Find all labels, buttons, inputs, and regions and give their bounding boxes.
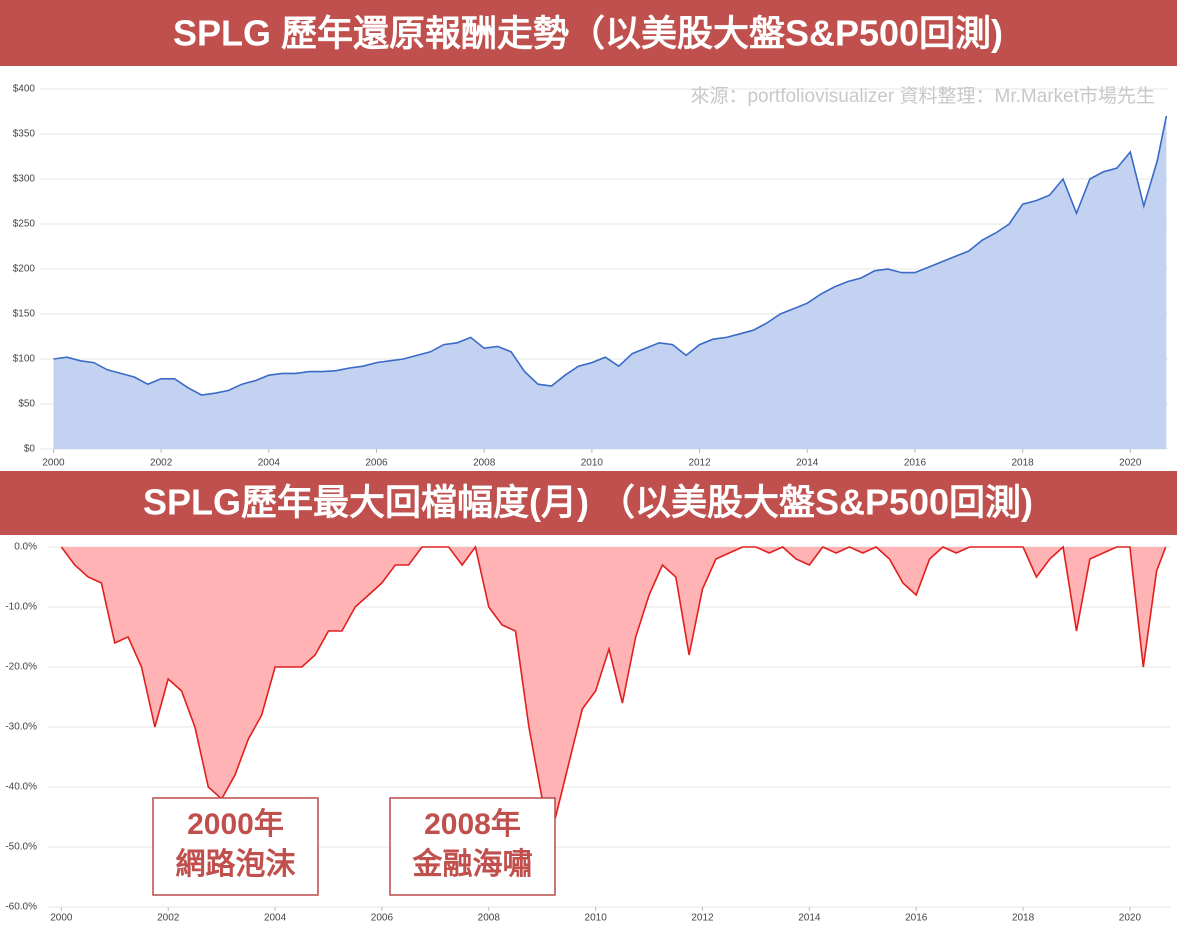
y-tick-label: -10.0% xyxy=(5,602,37,613)
y-tick-label: $300 xyxy=(13,174,36,185)
y-tick-label: -50.0% xyxy=(5,842,37,853)
x-tick-label: 2000 xyxy=(42,458,65,469)
line xyxy=(53,115,1168,396)
y-tick-label: $250 xyxy=(13,219,36,230)
x-tick-label: 2002 xyxy=(150,458,173,469)
area xyxy=(53,116,1167,449)
y-tick-label: -30.0% xyxy=(5,722,37,733)
x-tick-label: 2012 xyxy=(688,458,711,469)
x-tick-label: 2016 xyxy=(904,458,927,469)
x-tick-label: 2002 xyxy=(157,913,180,924)
x-tick-label: 2020 xyxy=(1119,458,1142,469)
x-tick-label: 2006 xyxy=(365,458,388,469)
x-tick-label: 2020 xyxy=(1119,913,1142,924)
y-tick-label: $350 xyxy=(13,129,36,140)
x-tick-label: 2014 xyxy=(798,913,821,924)
x-tick-label: 2004 xyxy=(258,458,281,469)
x-tick-label: 2010 xyxy=(585,913,608,924)
y-tick-label: $400 xyxy=(13,84,36,95)
x-tick-label: 2006 xyxy=(371,913,394,924)
x-tick-label: 2008 xyxy=(478,913,501,924)
area xyxy=(61,547,1166,817)
annotation-text: 網路泡沫 xyxy=(176,847,296,881)
x-tick-label: 2016 xyxy=(905,913,928,924)
banner-bg xyxy=(0,0,1177,66)
annotation-box xyxy=(389,797,556,896)
x-tick-label: 2012 xyxy=(691,913,714,924)
x-tick-label: 2004 xyxy=(264,913,287,924)
y-tick-label: $200 xyxy=(13,264,36,275)
y-tick-label: $150 xyxy=(13,309,36,320)
annotation-box xyxy=(152,797,319,896)
y-tick-label: -40.0% xyxy=(5,782,37,793)
x-tick-label: 2000 xyxy=(50,913,73,924)
y-tick-label: $100 xyxy=(13,354,36,365)
x-tick-label: 2018 xyxy=(1012,913,1035,924)
y-tick-label: -20.0% xyxy=(5,662,37,673)
x-tick-label: 2010 xyxy=(581,458,604,469)
banner-bg xyxy=(0,471,1177,535)
line xyxy=(60,545,1167,819)
annotation-text: 2000年 xyxy=(187,808,284,841)
annotation-text: 金融海嘯 xyxy=(412,847,533,881)
y-tick-label: 0.0% xyxy=(14,542,37,553)
banner-title: SPLG 歷年還原報酬走勢（以美股大盤S&P500回測) xyxy=(173,13,1003,54)
banner-title: SPLG歷年最大回檔幅度(月) （以美股大盤S&P500回測) xyxy=(143,482,1033,523)
y-tick-label: -60.0% xyxy=(5,902,37,913)
annotation-text: 2008年 xyxy=(424,808,521,841)
y-tick-label: $50 xyxy=(18,399,35,410)
x-tick-label: 2014 xyxy=(796,458,819,469)
source-note: 來源：portfoliovisualizer 資料整理：Mr.Market市場先… xyxy=(690,85,1155,107)
x-tick-label: 2008 xyxy=(473,458,496,469)
x-tick-label: 2018 xyxy=(1012,458,1035,469)
y-tick-label: $0 xyxy=(24,444,36,455)
